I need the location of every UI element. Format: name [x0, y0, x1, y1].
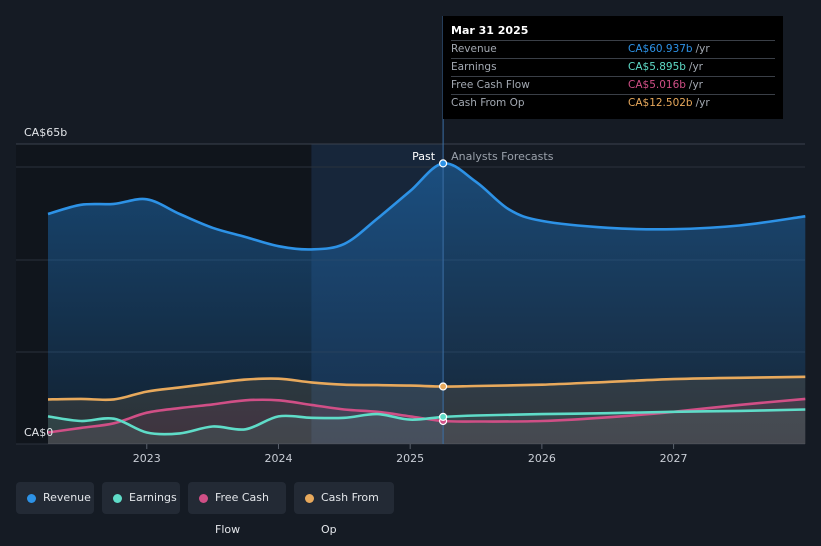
tooltip-row-label: Earnings: [451, 61, 497, 73]
earnings-area: [48, 409, 806, 444]
tooltip-date: Mar 31 2025: [451, 24, 529, 37]
free-cash-flow-area: [48, 398, 806, 444]
legend-label: Earnings: [129, 491, 177, 504]
tooltip-row-label: Free Cash Flow: [451, 79, 530, 91]
financials-chart: CA$65b CA$0 Past Analysts Forecasts 2023…: [16, 16, 806, 465]
revenue-line: [47, 162, 806, 251]
y-axis-bottom-label: CA$0: [24, 426, 53, 439]
revenue-area: [48, 163, 806, 444]
tooltip-row-label: Cash From Op: [451, 97, 525, 109]
past-label: Past: [412, 150, 436, 163]
x-tick-label: 2025: [396, 452, 424, 465]
legend-dot-icon: [305, 494, 314, 503]
cash-from-op-area: [48, 376, 806, 444]
tooltip-value-unit: /yr: [695, 97, 710, 109]
forecast-label: Analysts Forecasts: [451, 150, 554, 163]
tooltip-value-number: CA$60.937b: [628, 43, 693, 55]
tooltip-row-value: CA$12.502b/yr: [628, 95, 710, 112]
legend-label: Revenue: [43, 491, 91, 504]
tooltip-value-number: CA$5.016b: [628, 79, 686, 91]
tooltip-value-unit: /yr: [688, 61, 703, 73]
legend-dot-icon: [113, 494, 122, 503]
x-axis-ticks: 2023 2024 2025 2026 2027: [133, 444, 688, 465]
legend-item-earnings[interactable]: Earnings: [102, 482, 180, 514]
x-tick-label: 2027: [660, 452, 688, 465]
x-tick-label: 2026: [528, 452, 556, 465]
tooltip-row: Free Cash Flow CA$5.016b/yr: [451, 76, 775, 94]
tooltip-row: Earnings CA$5.895b/yr: [451, 58, 775, 76]
tooltip-row-value: CA$5.016b/yr: [628, 77, 703, 94]
legend-item-cash-from-op[interactable]: Cash From Op: [294, 482, 394, 536]
series-lines: [47, 162, 806, 436]
legend-item-free-cash-flow[interactable]: Free Cash Flow: [188, 482, 286, 536]
revenue-marker: [439, 159, 448, 168]
y-axis-top-label: CA$65b: [24, 126, 67, 139]
tooltip-row-value: CA$5.895b/yr: [628, 59, 703, 76]
legend-dot-icon: [199, 494, 208, 503]
legend-item-revenue[interactable]: Revenue: [16, 482, 94, 514]
tooltip-value-unit: /yr: [695, 43, 710, 55]
tooltip-value-unit: /yr: [688, 79, 703, 91]
earnings-marker: [439, 412, 448, 421]
legend-label: Cash From Op: [321, 491, 379, 536]
tooltip-row: Cash From Op CA$12.502b/yr: [451, 94, 775, 112]
x-tick-label: 2023: [133, 452, 161, 465]
cash-from-op-marker: [439, 382, 448, 391]
x-tick-label: 2024: [264, 452, 292, 465]
tooltip-row: Revenue CA$60.937b/yr: [451, 40, 775, 58]
tooltip-row-value: CA$60.937b/yr: [628, 41, 710, 58]
chart-area: CA$65b CA$0 Past Analysts Forecasts 2023…: [16, 16, 806, 536]
cash-from-op-line: [47, 375, 806, 402]
series-areas: [48, 163, 806, 444]
tooltip-value-number: CA$5.895b: [628, 61, 686, 73]
series-markers: [439, 159, 448, 426]
free-cash-flow-line: [47, 397, 806, 434]
legend-dot-icon: [27, 494, 36, 503]
tooltip-panel: Mar 31 2025 Revenue CA$60.937b/yr Earnings…: [443, 16, 783, 119]
tooltip-value-number: CA$12.502b: [628, 97, 693, 109]
tooltip-row-label: Revenue: [451, 43, 497, 55]
legend-label: Free Cash Flow: [215, 491, 269, 536]
earnings-line: [47, 408, 806, 436]
